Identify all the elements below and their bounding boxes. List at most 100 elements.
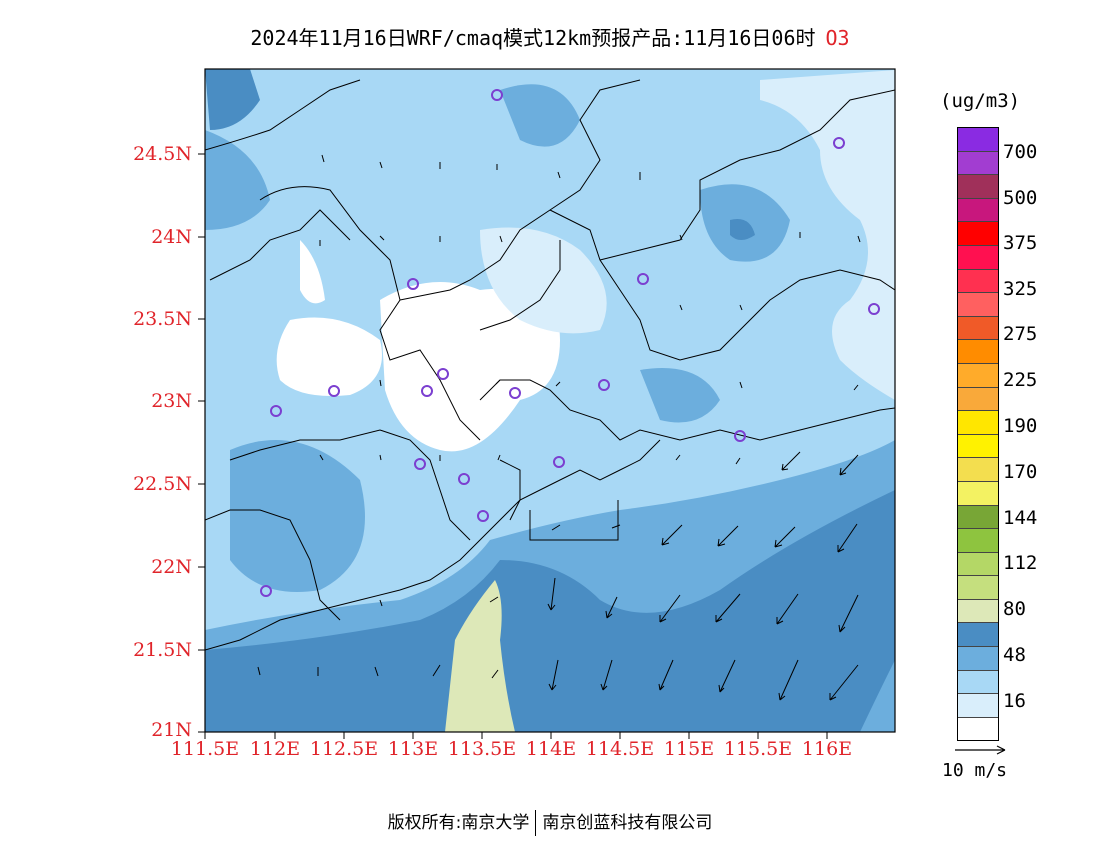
map-title: 2024年11月16日WRF/cmaq模式12km预报产品:11月16日06时 O…: [0, 22, 1100, 51]
footer-separator: [535, 810, 537, 836]
wind-arrow: [679, 304, 683, 311]
legend-swatch: [958, 128, 998, 152]
lon-label: 114E: [525, 738, 577, 760]
boundary-line: [479, 240, 561, 331]
legend-swatch: [958, 529, 998, 553]
coastline: [205, 439, 661, 651]
station-marker: [421, 385, 433, 397]
legend-swatch: [958, 552, 998, 577]
copyright-footer: 版权所有:南京大学 南京创蓝科技有限公司: [0, 808, 1100, 836]
lon-label: 113E: [387, 738, 439, 760]
wind-arrow: [718, 659, 736, 693]
wind-arrow: [838, 594, 859, 633]
monitoring-stations: [260, 89, 880, 597]
station-marker: [598, 379, 610, 391]
wind-arrow: [839, 454, 859, 476]
wind-arrow: [499, 235, 503, 243]
wind-arrow: [548, 659, 559, 691]
lon-label: 111.5E: [170, 738, 240, 760]
lat-label: 23N: [151, 390, 192, 412]
wind-arrow: [379, 161, 383, 169]
station-marker: [328, 385, 340, 397]
wind-arrow: [776, 593, 799, 625]
lat-label: 24.5N: [133, 143, 192, 165]
wind-arrow: [489, 596, 499, 603]
pearl-river-plume: [445, 580, 515, 732]
wind-arrow: [853, 384, 859, 391]
sea-se-corner: [860, 660, 895, 732]
station-marker: [509, 387, 521, 399]
station-marker: [407, 278, 419, 290]
color-legend: [957, 127, 999, 742]
legend-swatch: [958, 411, 998, 435]
wind-arrow: [611, 524, 621, 529]
station-marker: [437, 368, 449, 380]
legend-swatch: [958, 647, 998, 671]
wind-arrow: [374, 666, 379, 677]
wind-arrow: [675, 454, 681, 461]
legend-label: 80: [1003, 598, 1026, 620]
wind-arrow: [857, 235, 861, 243]
station-marker: [833, 137, 845, 149]
station-marker: [270, 405, 282, 417]
boundary-line: [529, 500, 619, 541]
legend-swatch: [958, 434, 998, 459]
wind-arrow: [600, 659, 613, 691]
legend-swatch: [958, 245, 998, 270]
wind-arrow: [715, 593, 741, 623]
legend-swatch: [958, 576, 998, 600]
station-marker: [553, 456, 565, 468]
wind-arrow: [739, 304, 743, 311]
lat-label: 21N: [151, 719, 192, 741]
boundary-line: [205, 509, 341, 621]
title-species: O3: [825, 26, 850, 50]
wind-arrow: [379, 379, 382, 387]
legend-unit: (ug/m3): [940, 90, 1021, 112]
boundary-line: [479, 379, 895, 441]
lat-label: 22N: [151, 556, 192, 578]
sea-deep: [205, 490, 895, 732]
admin-boundaries: [205, 79, 895, 651]
station-marker: [458, 473, 470, 485]
wind-arrow: [547, 577, 556, 611]
axis-ticks: [198, 153, 828, 739]
legend-label: 48: [1003, 644, 1026, 666]
footer-right: 南京创蓝科技有限公司: [542, 813, 713, 833]
boundary-line: [209, 209, 351, 281]
legend-swatch: [958, 670, 998, 695]
wind-arrow: [781, 451, 801, 471]
wind-arrow: [379, 599, 383, 607]
lat-label: 21.5N: [133, 639, 192, 661]
pale-streak: [300, 240, 325, 304]
legend-swatch: [958, 599, 998, 624]
legend-swatch: [958, 717, 998, 741]
boundary-line: [259, 186, 481, 441]
dark-spot-ne: [730, 219, 755, 240]
lat-label: 22.5N: [133, 473, 192, 495]
mid-patch-sw: [230, 440, 365, 592]
wind-arrow: [837, 523, 858, 553]
legend-swatch: [958, 694, 998, 718]
wind-arrow: [555, 381, 561, 387]
station-marker: [868, 303, 880, 315]
legend-label: 170: [1003, 461, 1038, 483]
station-marker: [734, 430, 746, 442]
mid-patch-e: [640, 368, 720, 423]
legend-swatch: [958, 293, 998, 317]
title-main: 2024年11月16日WRF/cmaq模式12km预报产品:11月16日06时: [250, 26, 816, 50]
legend-swatch: [958, 198, 998, 223]
wind-arrow: [497, 454, 501, 461]
wind-arrow: [432, 664, 441, 677]
wind-arrow: [379, 454, 382, 461]
station-marker: [491, 89, 503, 101]
station-marker: [260, 585, 272, 597]
legend-swatch: [958, 151, 998, 176]
wind-arrow: [774, 526, 796, 548]
wind-arrow: [659, 594, 681, 623]
lon-label: 115E: [663, 738, 715, 760]
boundary-line: [549, 209, 895, 361]
boundary-line: [499, 459, 521, 521]
legend-swatch: [958, 458, 998, 482]
legend-swatch: [958, 222, 998, 246]
